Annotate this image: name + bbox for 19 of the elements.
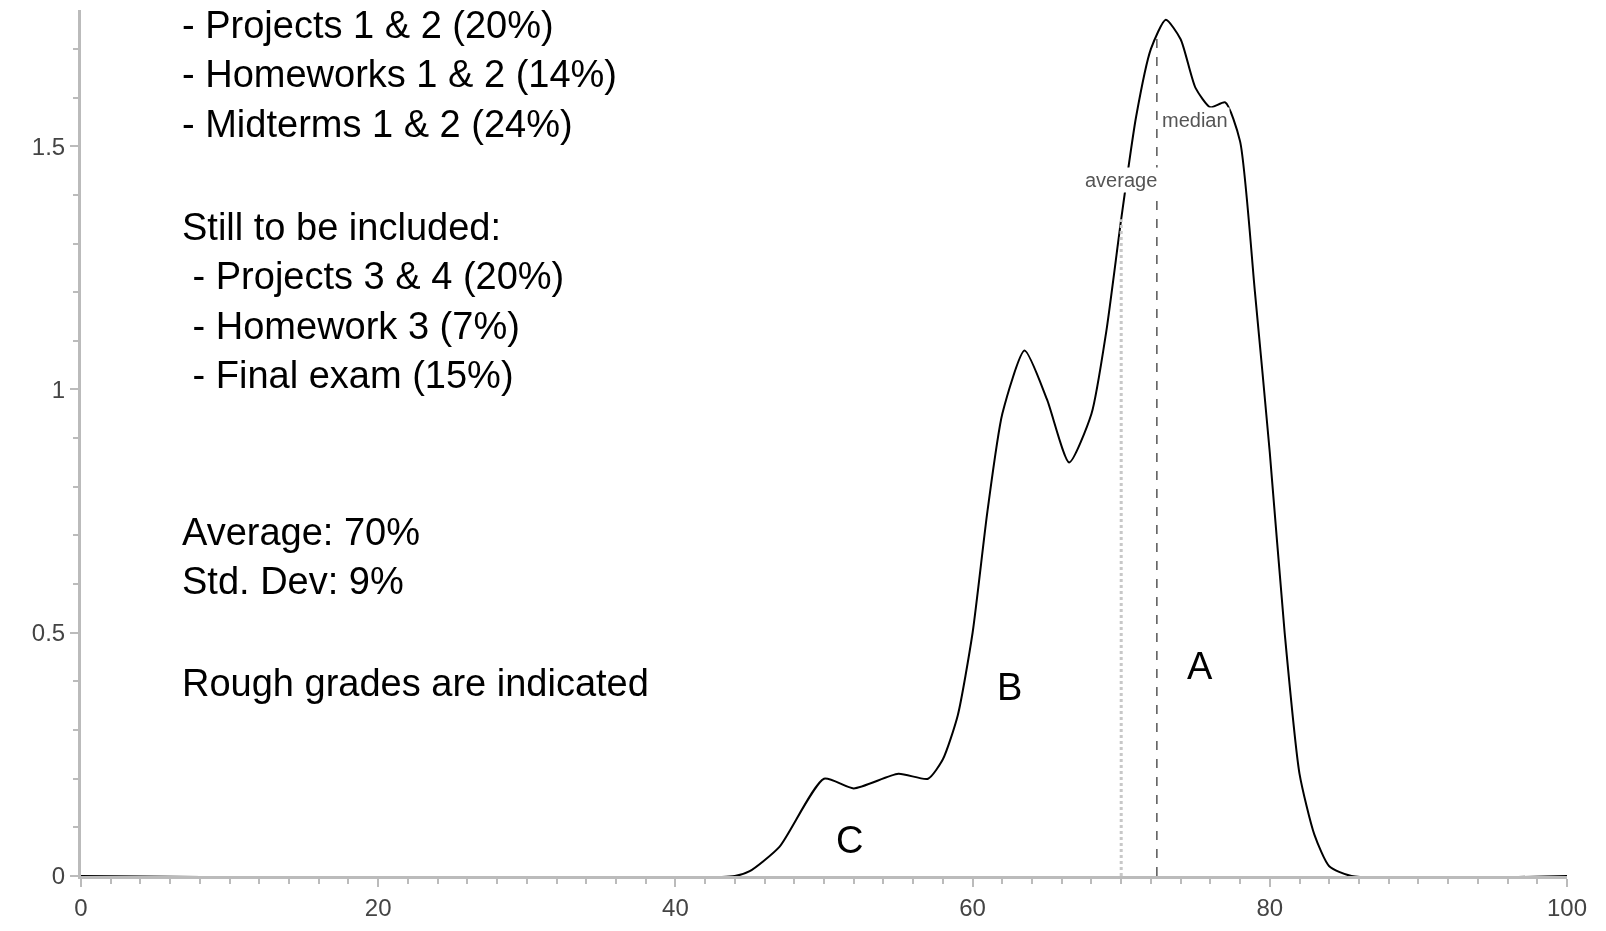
y-tick-label: 0 (51, 862, 66, 890)
x-tick-label: 100 (1546, 893, 1588, 921)
x-tick-label: 60 (959, 893, 986, 921)
ref-line-label: average (1085, 169, 1158, 191)
annotation: A (1187, 645, 1213, 687)
x-tick-label: 20 (364, 893, 392, 921)
annotation: Still to be included: - Projects 3 & 4 (20%) - Homework 3 (7%) - Final exam (15%) (182, 206, 565, 397)
annotation: B (997, 666, 1023, 708)
x-tick-label: 80 (1256, 893, 1284, 921)
y-tick-label: 1 (51, 375, 66, 403)
annotation: Rough grades are indicated (182, 662, 649, 704)
annotation: - Projects 1 & 2 (20%) - Homeworks 1 & 2 (14%) - Midterms 1 & 2 (24%) (182, 4, 618, 145)
y-tick-label: 0.5 (31, 619, 66, 647)
x-tick-label: 0 (74, 893, 88, 921)
y-tick-label: 1.5 (31, 132, 66, 160)
annotation: C (836, 819, 864, 861)
annotation: Average: 70% Std. Dev: 9% (182, 511, 421, 603)
ref-line-label: median (1162, 109, 1228, 131)
x-tick-label: 40 (662, 893, 689, 921)
